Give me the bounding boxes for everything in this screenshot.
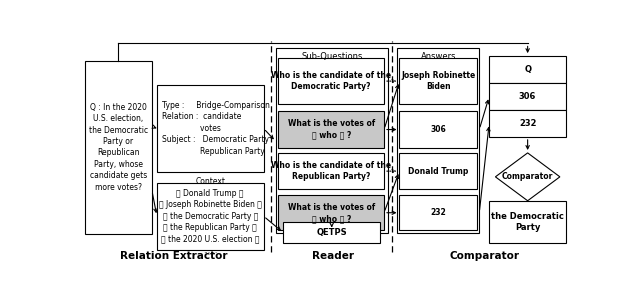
Text: 232: 232	[430, 208, 446, 217]
FancyBboxPatch shape	[489, 56, 566, 83]
FancyBboxPatch shape	[85, 61, 152, 234]
FancyBboxPatch shape	[157, 183, 264, 250]
FancyBboxPatch shape	[399, 195, 477, 230]
Text: What is the votes of
【 who 】 ?: What is the votes of 【 who 】 ?	[287, 202, 375, 223]
Text: Joseph Robinette
Biden: Joseph Robinette Biden	[401, 71, 476, 91]
FancyBboxPatch shape	[278, 195, 384, 230]
FancyBboxPatch shape	[284, 222, 380, 243]
FancyBboxPatch shape	[397, 48, 479, 233]
Text: Q: Q	[524, 65, 531, 74]
Text: Answers: Answers	[420, 52, 456, 61]
Text: Sub-Questions: Sub-Questions	[301, 52, 362, 61]
Text: Context
【 Donald Trump 】
【 Joseph Robinette Biden 】
【 the Democratic Party 】
【 t: Context 【 Donald Trump 】 【 Joseph Robine…	[159, 177, 262, 255]
FancyBboxPatch shape	[489, 110, 566, 137]
FancyBboxPatch shape	[399, 153, 477, 189]
Polygon shape	[495, 153, 560, 201]
Text: Q : In the 2020
U.S. election,
the Democratic
Party or
Republican
Party, whose
c: Q : In the 2020 U.S. election, the Democ…	[89, 103, 148, 192]
Text: 232: 232	[519, 119, 536, 128]
Text: Comparator: Comparator	[502, 172, 554, 181]
Text: Who is the candidate of the
Democratic Party?: Who is the candidate of the Democratic P…	[271, 71, 391, 91]
Text: Who is the candidate of the
Republican Party?: Who is the candidate of the Republican P…	[271, 161, 391, 181]
FancyBboxPatch shape	[276, 48, 388, 233]
Text: What is the votes of
【 who 】 ?: What is the votes of 【 who 】 ?	[287, 119, 375, 140]
Text: QETPS: QETPS	[316, 228, 347, 237]
Text: Reader: Reader	[312, 251, 354, 261]
FancyBboxPatch shape	[399, 58, 477, 104]
Text: 306: 306	[430, 125, 446, 134]
FancyBboxPatch shape	[278, 111, 384, 148]
FancyBboxPatch shape	[157, 85, 264, 172]
Text: Relation Extractor: Relation Extractor	[120, 251, 228, 261]
Text: Donald Trump: Donald Trump	[408, 167, 468, 176]
FancyBboxPatch shape	[399, 111, 477, 148]
Text: Comparator: Comparator	[449, 251, 519, 261]
FancyBboxPatch shape	[489, 201, 566, 243]
FancyBboxPatch shape	[278, 153, 384, 189]
FancyBboxPatch shape	[489, 83, 566, 110]
Text: 306: 306	[519, 92, 536, 101]
Text: Type :     Bridge-Comparison
Relation :  candidate
                votes
Subject: Type : Bridge-Comparison Relation : cand…	[162, 101, 269, 156]
Text: the Democratic
Party: the Democratic Party	[492, 212, 564, 232]
FancyBboxPatch shape	[278, 58, 384, 104]
